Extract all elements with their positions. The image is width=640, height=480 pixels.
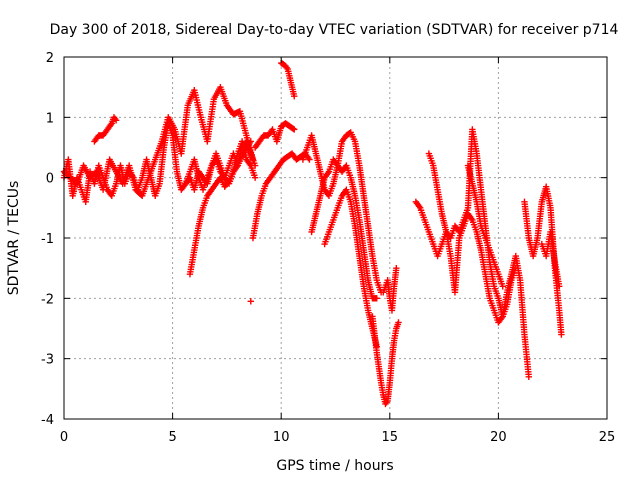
y-tick-label: -2 xyxy=(41,292,54,307)
data-point xyxy=(251,174,259,181)
point-track xyxy=(182,138,259,193)
point-track xyxy=(91,114,120,145)
x-tick-label: 0 xyxy=(60,430,68,445)
axis-ticks: 0 5 10 15 20 25 -4 -3 -2 -1 0 1 2 xyxy=(41,51,615,445)
point-track xyxy=(247,298,254,305)
data-point xyxy=(306,156,313,163)
point-track xyxy=(380,264,400,314)
x-axis-label: GPS time / hours xyxy=(276,458,393,474)
data-point xyxy=(393,264,400,272)
x-tick-label: 25 xyxy=(599,430,616,445)
point-track xyxy=(412,198,533,380)
data-points xyxy=(60,59,565,408)
point-track xyxy=(521,183,565,338)
data-point xyxy=(291,93,298,100)
point-track xyxy=(299,129,385,296)
chart-title: Day 300 of 2018, Sidereal Day-to-day VTE… xyxy=(50,22,619,38)
point-track xyxy=(321,186,380,350)
point-track xyxy=(369,313,402,408)
y-axis-label: SDTVAR / TECUs xyxy=(6,181,22,296)
point-track xyxy=(60,83,257,199)
x-tick-label: 5 xyxy=(168,430,176,445)
y-tick-label: -4 xyxy=(41,413,54,428)
data-point xyxy=(247,298,254,305)
point-track xyxy=(425,126,519,320)
data-point xyxy=(112,117,120,124)
data-point xyxy=(525,373,533,380)
data-point xyxy=(291,126,298,133)
point-track xyxy=(278,59,298,100)
data-point xyxy=(558,331,565,338)
y-tick-label: -1 xyxy=(41,232,54,247)
data-point xyxy=(556,283,563,290)
data-point xyxy=(395,319,402,326)
data-point xyxy=(251,162,259,169)
point-track xyxy=(251,120,298,151)
y-tick-label: -3 xyxy=(41,353,54,368)
data-point xyxy=(289,125,297,132)
x-tick-label: 15 xyxy=(382,430,399,445)
point-track xyxy=(464,162,506,290)
data-point xyxy=(499,283,506,290)
y-tick-label: 2 xyxy=(46,51,54,66)
data-point xyxy=(512,264,519,272)
point-track xyxy=(308,156,380,302)
y-tick-label: 1 xyxy=(46,111,54,126)
x-tick-label: 20 xyxy=(490,430,507,445)
data-point xyxy=(373,295,380,302)
x-tick-label: 10 xyxy=(273,430,290,445)
y-tick-label: 0 xyxy=(46,172,54,187)
point-track xyxy=(538,228,563,290)
